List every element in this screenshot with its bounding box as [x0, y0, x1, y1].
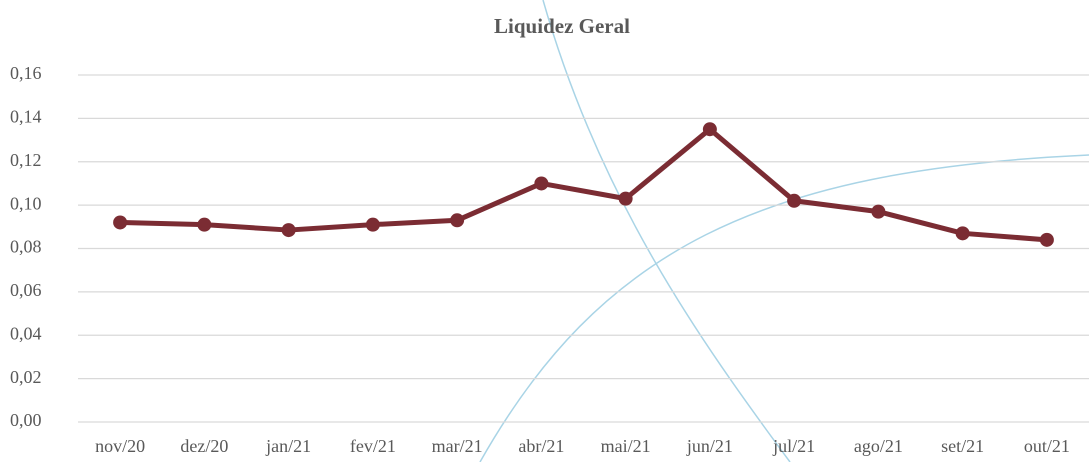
marker: [956, 226, 970, 240]
marker: [1040, 233, 1054, 247]
chart: Liquidez Geral 0,00 0,02 0,04 0,06 0,08 0,10 0…: [0, 0, 1089, 462]
decor-curve: [480, 155, 1089, 462]
x-tick-label: abr/21: [518, 436, 564, 456]
x-tick-label: mai/21: [601, 436, 651, 456]
x-tick-label: fev/21: [350, 436, 396, 456]
marker: [282, 223, 296, 237]
x-tick-label: jul/21: [772, 436, 815, 456]
marker: [113, 215, 127, 229]
y-tick-label: 0,04: [10, 323, 42, 343]
x-tick-label: dez/20: [180, 436, 228, 456]
x-tick-label: set/21: [941, 436, 984, 456]
y-tick-label: 0,00: [10, 410, 42, 430]
x-tick-label: nov/20: [95, 436, 145, 456]
marker: [197, 218, 211, 232]
marker: [787, 194, 801, 208]
marker: [871, 205, 885, 219]
marker: [703, 122, 717, 136]
y-tick-label: 0,02: [10, 367, 42, 387]
decor-curve: [543, 0, 790, 462]
x-tick-label: out/21: [1024, 436, 1070, 456]
x-tick-label: jan/21: [265, 436, 311, 456]
x-tick-label: mar/21: [432, 436, 483, 456]
y-tick-label: 0,06: [10, 280, 42, 300]
y-tick-label: 0,08: [10, 237, 42, 257]
chart-title: Liquidez Geral: [494, 14, 630, 38]
marker: [619, 192, 633, 206]
x-tick-label: ago/21: [854, 436, 903, 456]
line: [120, 129, 1047, 240]
y-tick-label: 0,12: [10, 150, 42, 170]
y-tick-label: 0,16: [10, 63, 42, 83]
y-tick-label: 0,14: [10, 107, 42, 127]
x-tick-label: jun/21: [686, 436, 733, 456]
marker: [534, 176, 548, 190]
y-tick-label: 0,10: [10, 193, 42, 213]
marker: [450, 213, 464, 227]
marker: [366, 218, 380, 232]
